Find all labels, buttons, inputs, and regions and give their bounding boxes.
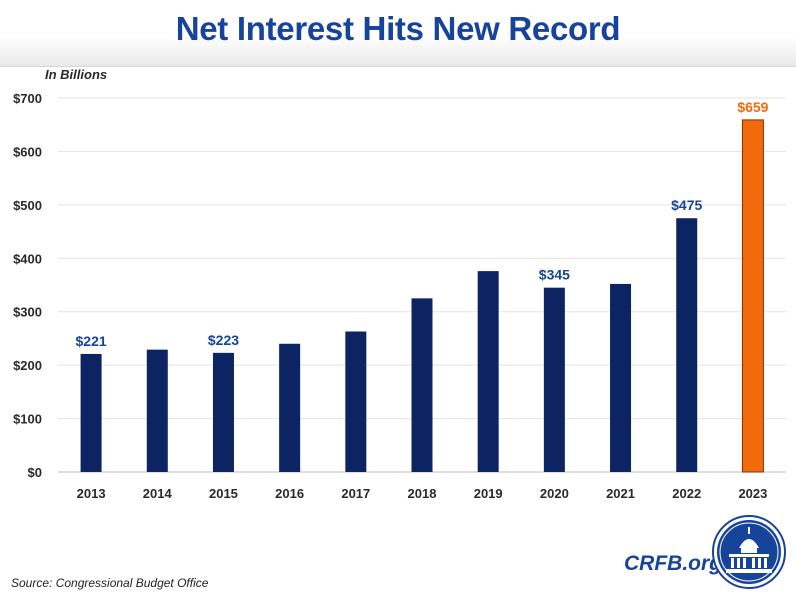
bar-2021 xyxy=(610,283,632,472)
bar-2016 xyxy=(279,343,301,472)
bar-2017 xyxy=(345,331,367,472)
bar-2020 xyxy=(543,287,565,472)
x-axis: 2013 2014 2015 2016 2017 2018 2019 2020 2021 2022… xyxy=(77,486,768,501)
bar-chart: $0$100$200$300$400$500$600$700 2013 2014 2… xyxy=(13,91,786,501)
bar-2018 xyxy=(411,298,433,472)
x-tick-label: 2021 xyxy=(606,486,635,501)
y-tick-label: $100 xyxy=(13,412,42,427)
x-tick-label: 2020 xyxy=(540,486,569,501)
brand-link[interactable]: CRFB.org xyxy=(624,552,722,575)
bars xyxy=(80,119,764,473)
data-labels: $221 $223 $345 $475 $659 xyxy=(76,99,769,349)
x-tick-label: 2022 xyxy=(672,486,701,501)
data-label-2015: $223 xyxy=(208,332,239,348)
x-tick-label: 2014 xyxy=(143,486,173,501)
capitol-seal-icon xyxy=(712,515,786,589)
source-note: Source: Congressional Budget Office xyxy=(11,576,209,590)
bar-2013 xyxy=(80,353,102,472)
chart-title: Net Interest Hits New Record xyxy=(175,10,621,47)
x-tick-label: 2018 xyxy=(408,486,437,501)
x-tick-label: 2017 xyxy=(341,486,370,501)
x-tick-label: 2013 xyxy=(77,486,106,501)
x-tick-label: 2023 xyxy=(738,486,767,501)
data-label-2020: $345 xyxy=(539,267,570,283)
y-tick-label: $300 xyxy=(13,305,42,320)
units-label: In Billions xyxy=(45,67,108,82)
data-label-2013: $221 xyxy=(76,333,107,349)
bar-2019 xyxy=(477,271,499,472)
y-tick-label: $600 xyxy=(13,144,42,159)
y-tick-label: $0 xyxy=(28,465,42,480)
x-tick-label: 2019 xyxy=(474,486,503,501)
y-tick-label: $500 xyxy=(13,198,42,213)
y-tick-label: $400 xyxy=(13,251,42,266)
data-label-2023: $659 xyxy=(737,99,768,115)
bar-2015 xyxy=(212,352,234,472)
y-axis: $0 $100 $200 $300 $400 $500 $600 $700 xyxy=(13,91,42,480)
bar-2022 xyxy=(676,218,698,472)
y-tick-label: $200 xyxy=(13,358,42,373)
y-tick-label: $700 xyxy=(13,91,42,106)
x-tick-label: 2016 xyxy=(275,486,304,501)
x-tick-label: 2015 xyxy=(209,486,238,501)
data-label-2022: $475 xyxy=(671,197,702,213)
bar-2014 xyxy=(146,349,168,472)
header-band: Net Interest Hits New Record xyxy=(0,0,796,67)
bar-2023 xyxy=(741,119,764,473)
